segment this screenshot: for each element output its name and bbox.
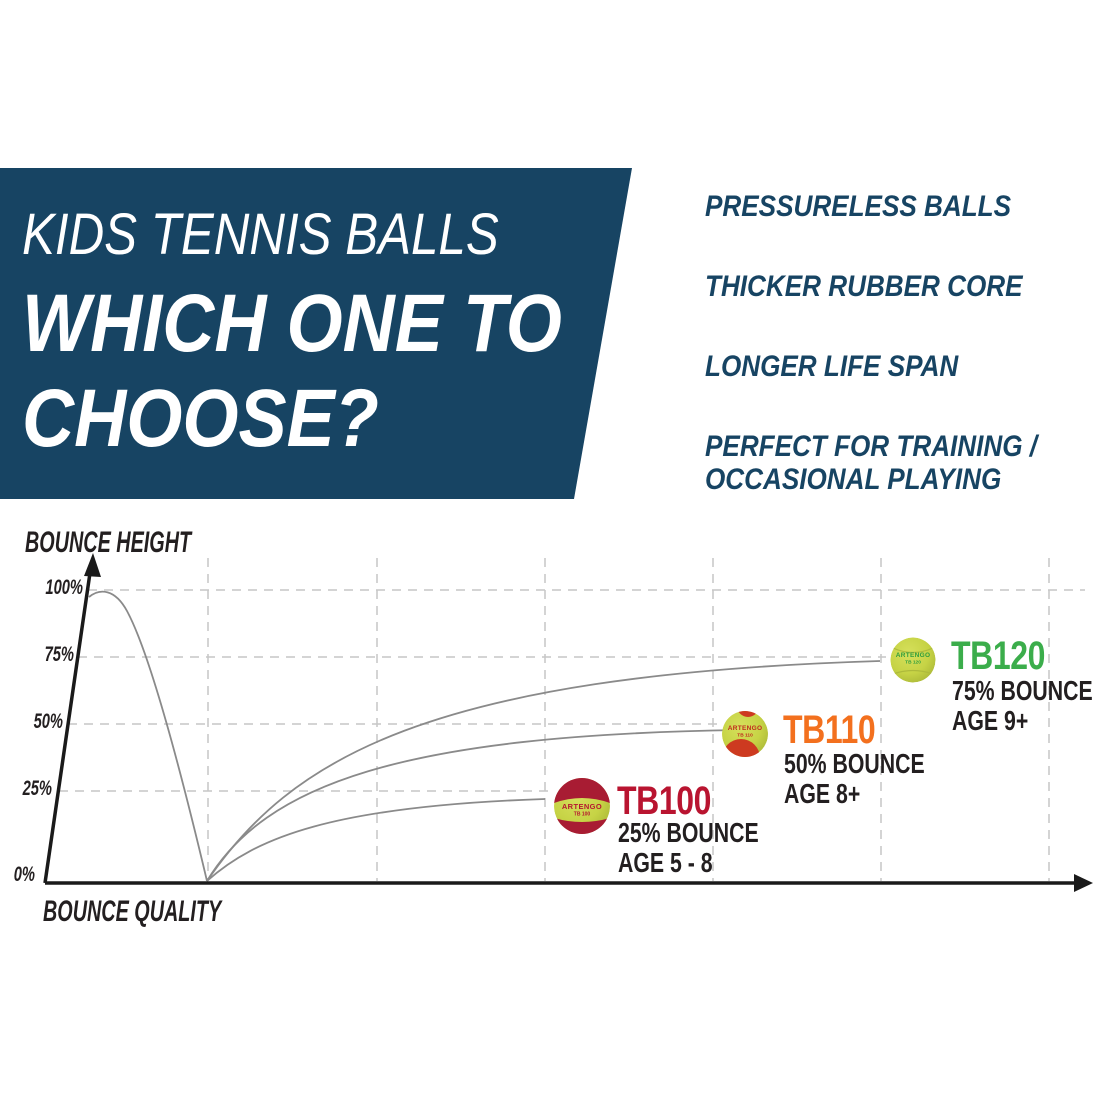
- banner-title-line3: CHOOSE?: [22, 373, 379, 464]
- y-axis: [43, 565, 93, 884]
- tb100-ball-icon: ARTENGO TB 100: [554, 778, 610, 834]
- ytick-50: 50%: [33, 710, 63, 733]
- tb110-ball-icon: ARTENGO TB 110: [722, 711, 768, 757]
- ytick-0: 0%: [13, 863, 35, 886]
- bounce-curves: [88, 590, 881, 882]
- banner-title-line2: WHICH ONE TO: [22, 278, 562, 369]
- title-banner: [0, 168, 632, 499]
- y-axis-label: BOUNCE HEIGHT: [25, 526, 192, 559]
- x-axis-arrow: [1074, 874, 1093, 892]
- curve-tb100: [206, 798, 546, 882]
- tb110-age-label: AGE 8+: [784, 778, 861, 809]
- tb110-bounce-label: 50% BOUNCE: [784, 748, 925, 779]
- tb100-age-label: AGE 5 - 8: [618, 847, 713, 878]
- tb120-name-label: TB120: [951, 634, 1046, 678]
- ball-model-text: TB 110: [737, 733, 753, 739]
- y-axis-arrow: [84, 553, 101, 577]
- axes: [43, 565, 1076, 885]
- x-axis-label: BOUNCE QUALITY: [43, 895, 222, 928]
- feature-training: PERFECT FOR TRAINING / OCCASIONAL PLAYIN…: [705, 430, 1038, 496]
- ytick-100: 100%: [45, 576, 83, 599]
- tb100-name-label: TB100: [617, 779, 712, 823]
- gridlines: [59, 558, 1085, 881]
- ball-brand-text: ARTENGO: [896, 652, 931, 659]
- ball-brand-text: ARTENGO: [728, 725, 763, 732]
- banner-title-line1: KIDS TENNIS BALLS: [22, 202, 499, 267]
- tb120-age-label: AGE 9+: [952, 705, 1029, 736]
- curve-initial-drop: [88, 590, 208, 882]
- tb100-bounce-label: 25% BOUNCE: [618, 817, 759, 848]
- tb120-bounce-label: 75% BOUNCE: [952, 675, 1093, 706]
- ball-model-text: TB 120: [905, 660, 921, 666]
- tb120-ball-icon: ARTENGO TB 120: [890, 637, 936, 683]
- feature-life-span: LONGER LIFE SPAN: [705, 350, 959, 383]
- feature-pressureless: PRESSURELESS BALLS: [705, 190, 1012, 223]
- ball-brand-text: ARTENGO: [562, 802, 602, 811]
- ball-model-text: TB 100: [574, 812, 591, 818]
- curve-tb120: [206, 660, 881, 882]
- ytick-75: 75%: [44, 643, 74, 666]
- feature-rubber-core: THICKER RUBBER CORE: [705, 270, 1023, 303]
- tb110-name-label: TB110: [783, 708, 876, 752]
- ytick-25: 25%: [22, 777, 52, 800]
